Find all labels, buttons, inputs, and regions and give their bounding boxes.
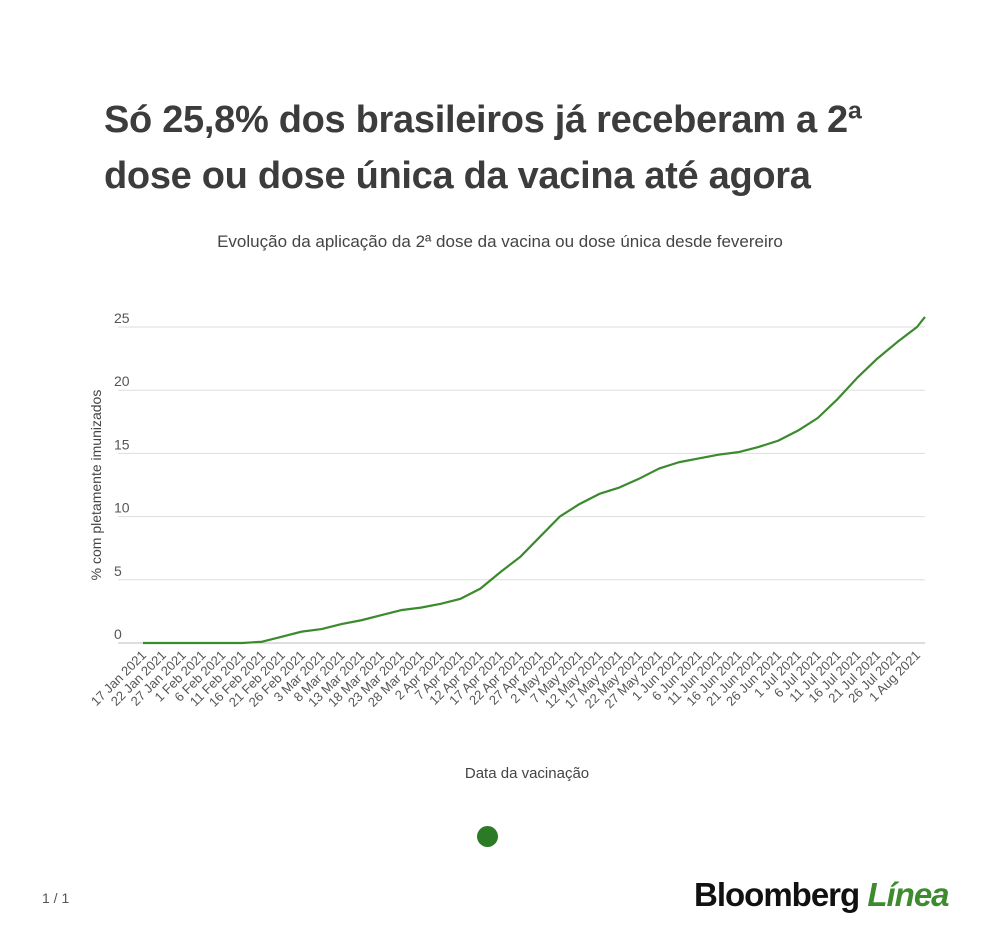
logo-accent: Línea <box>867 876 949 913</box>
y-tick-label: 5 <box>114 563 122 579</box>
pager-dot[interactable] <box>477 826 498 847</box>
x-axis-label: Data da vacinação <box>465 765 589 782</box>
bloomberg-linea-logo: Bloomberg Línea <box>694 876 950 914</box>
chart-subtitle: Evolução da aplicação da 2ª dose da vaci… <box>217 232 783 251</box>
page-indicator: 1 / 1 <box>42 890 70 906</box>
headline: Só 25,8% dos brasileiros já receberam a … <box>104 99 862 197</box>
y-tick-label: 10 <box>114 500 130 516</box>
y-tick-label: 20 <box>114 373 130 389</box>
y-tick-label: 25 <box>114 310 130 326</box>
series-line <box>143 316 926 645</box>
y-tick-label: 15 <box>114 436 130 452</box>
y-axis-label: % com pletamente imunizados <box>88 390 104 581</box>
logo-main: Bloomberg <box>694 876 860 913</box>
y-tick-label: 0 <box>114 626 122 642</box>
